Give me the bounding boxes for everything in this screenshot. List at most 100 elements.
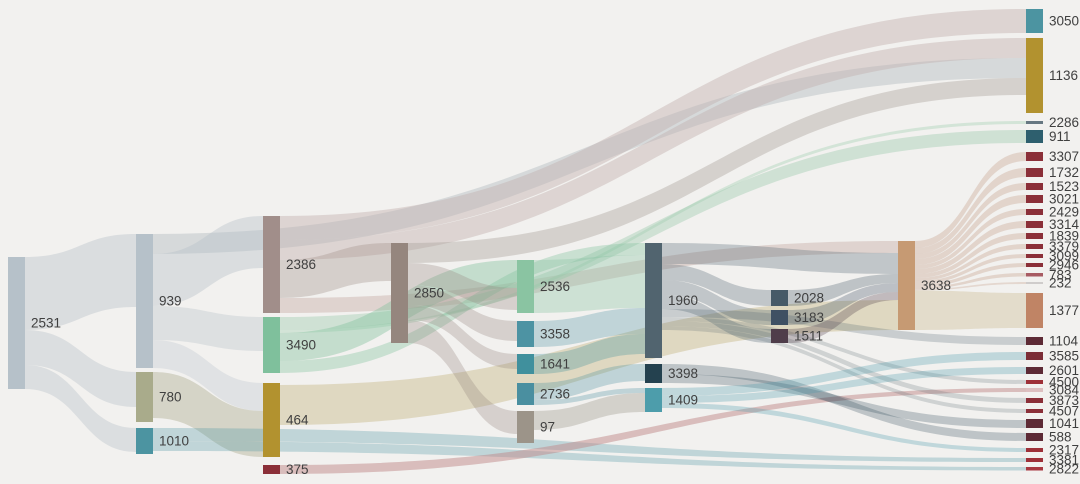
sankey-link-3638-3314[interactable] [915,221,1026,274]
sankey-node-1377[interactable] [1026,293,1043,328]
sankey-link-2531-780[interactable] [25,330,136,407]
sankey-node-783[interactable] [1026,273,1043,277]
sankey-link-1641-1960[interactable] [534,334,645,374]
sankey-node-3381[interactable] [1026,458,1043,462]
sankey-node-2736[interactable] [517,383,534,405]
sankey-link-1511-3638[interactable] [788,292,898,343]
sankey-link-1960-1511[interactable] [662,295,771,343]
sankey-link-3638-1523[interactable] [915,183,1026,259]
sankey-link-3638-232[interactable] [915,282,1026,291]
sankey-node-2850[interactable] [391,243,408,343]
sankey-link-1960-3638[interactable] [662,243,898,274]
sankey-link-939-3490[interactable] [153,306,263,351]
sankey-link-3490-911[interactable] [280,130,1026,330]
sankey-link-1960-1104[interactable] [662,309,1026,345]
sankey-link-375-3084[interactable] [280,388,1026,474]
sankey-link-3183-3638[interactable] [788,283,898,325]
sankey-link-780-464[interactable] [153,372,263,457]
sankey-node-2028[interactable] [771,290,788,306]
sankey-link-2386-3638[interactable] [280,241,898,313]
sankey-link-3638-2429[interactable] [915,209,1026,269]
sankey-node-3490[interactable] [263,317,280,373]
sankey-link-3638-2946[interactable] [915,263,1026,287]
sankey-link-3638-3021[interactable] [915,195,1026,265]
sankey-link-939-2386[interactable] [153,216,263,306]
sankey-node-2317[interactable] [1026,448,1043,452]
sankey-node-3099[interactable] [1026,254,1043,258]
sankey-link-2850-1641[interactable] [408,305,517,369]
sankey-node-3585[interactable] [1026,352,1043,360]
sankey-node-4507[interactable] [1026,409,1043,413]
sankey-node-2286[interactable] [1026,121,1043,124]
sankey-node-2429[interactable] [1026,209,1043,215]
sankey-link-2736-3398[interactable] [534,364,645,400]
sankey-node-1104[interactable] [1026,337,1043,345]
sankey-node-1523[interactable] [1026,183,1043,190]
sankey-link-3490-2286[interactable] [280,121,1026,333]
sankey-link-3638-1377[interactable] [915,290,1026,331]
sankey-node-3021[interactable] [1026,195,1043,203]
sankey-node-3307[interactable] [1026,152,1043,161]
sankey-link-2531-939[interactable] [25,234,136,330]
sankey-link-1409-3585[interactable] [662,352,1026,396]
sankey-link-2386-2850[interactable] [280,243,391,298]
sankey-link-2850-1136[interactable] [408,78,1026,263]
sankey-link-3638-1839[interactable] [915,233,1026,278]
sankey-link-2386-1136[interactable] [280,38,1026,260]
sankey-node-2822[interactable] [1026,467,1043,471]
sankey-node-232[interactable] [1026,282,1043,284]
sankey-node-3873[interactable] [1026,398,1043,403]
sankey-node-3398[interactable] [645,364,662,383]
sankey-link-3398-588[interactable] [662,364,1026,441]
sankey-node-1839[interactable] [1026,233,1043,239]
sankey-node-1511[interactable] [771,329,788,343]
sankey-node-939[interactable] [136,234,153,368]
sankey-node-1732[interactable] [1026,168,1043,177]
sankey-link-1960-3183[interactable] [662,280,771,325]
sankey-link-3638-3307[interactable] [915,152,1026,248]
sankey-link-1960-2028[interactable] [662,264,771,306]
sankey-node-3379[interactable] [1026,244,1043,249]
sankey-node-464[interactable] [263,383,280,457]
sankey-node-780[interactable] [136,372,153,422]
sankey-link-2736-1409[interactable] [534,388,645,405]
sankey-link-3638-783[interactable] [915,273,1026,289]
sankey-node-1010[interactable] [136,428,153,454]
sankey-link-1960-4500[interactable] [662,317,1026,384]
sankey-node-2946[interactable] [1026,263,1043,267]
sankey-node-1641[interactable] [517,354,534,374]
sankey-link-2536-1960[interactable] [534,255,645,313]
sankey-node-97[interactable] [517,411,534,443]
sankey-node-1136[interactable] [1026,38,1043,113]
sankey-link-2850-3358[interactable] [408,285,517,341]
sankey-node-2531[interactable] [8,257,25,389]
sankey-node-3084[interactable] [1026,388,1043,392]
sankey-link-1010-2822[interactable] [153,441,1026,471]
sankey-node-1960[interactable] [645,243,662,358]
sankey-node-2386[interactable] [263,216,280,313]
sankey-link-939-464[interactable] [153,340,263,411]
sankey-node-911[interactable] [1026,130,1043,143]
sankey-link-1960-4507[interactable] [662,326,1026,413]
sankey-link-2850-97[interactable] [408,320,517,434]
sankey-link-3490-1960[interactable] [280,243,645,373]
sankey-link-3358-1960[interactable] [534,308,645,347]
sankey-node-3314[interactable] [1026,221,1043,228]
sankey-link-97-1409[interactable] [534,393,645,430]
sankey-node-1041[interactable] [1026,419,1043,428]
sankey-node-375[interactable] [263,465,280,474]
sankey-node-3358[interactable] [517,321,534,347]
sankey-node-4500[interactable] [1026,380,1043,384]
sankey-link-2531-1010[interactable] [25,365,136,452]
sankey-link-3638-3379[interactable] [915,244,1026,281]
sankey-node-2536[interactable] [517,260,534,313]
sankey-link-3398-1041[interactable] [662,374,1026,428]
sankey-link-1409-2317[interactable] [662,403,1026,452]
sankey-link-3638-1732[interactable] [915,168,1026,254]
sankey-link-2028-3638[interactable] [788,274,898,306]
sankey-link-1960-3873[interactable] [662,321,1026,403]
sankey-node-3638[interactable] [898,241,915,330]
sankey-link-2386-3050[interactable] [280,9,1026,240]
sankey-link-2850-2536[interactable] [408,263,517,310]
sankey-link-1409-2601[interactable] [662,367,1026,403]
